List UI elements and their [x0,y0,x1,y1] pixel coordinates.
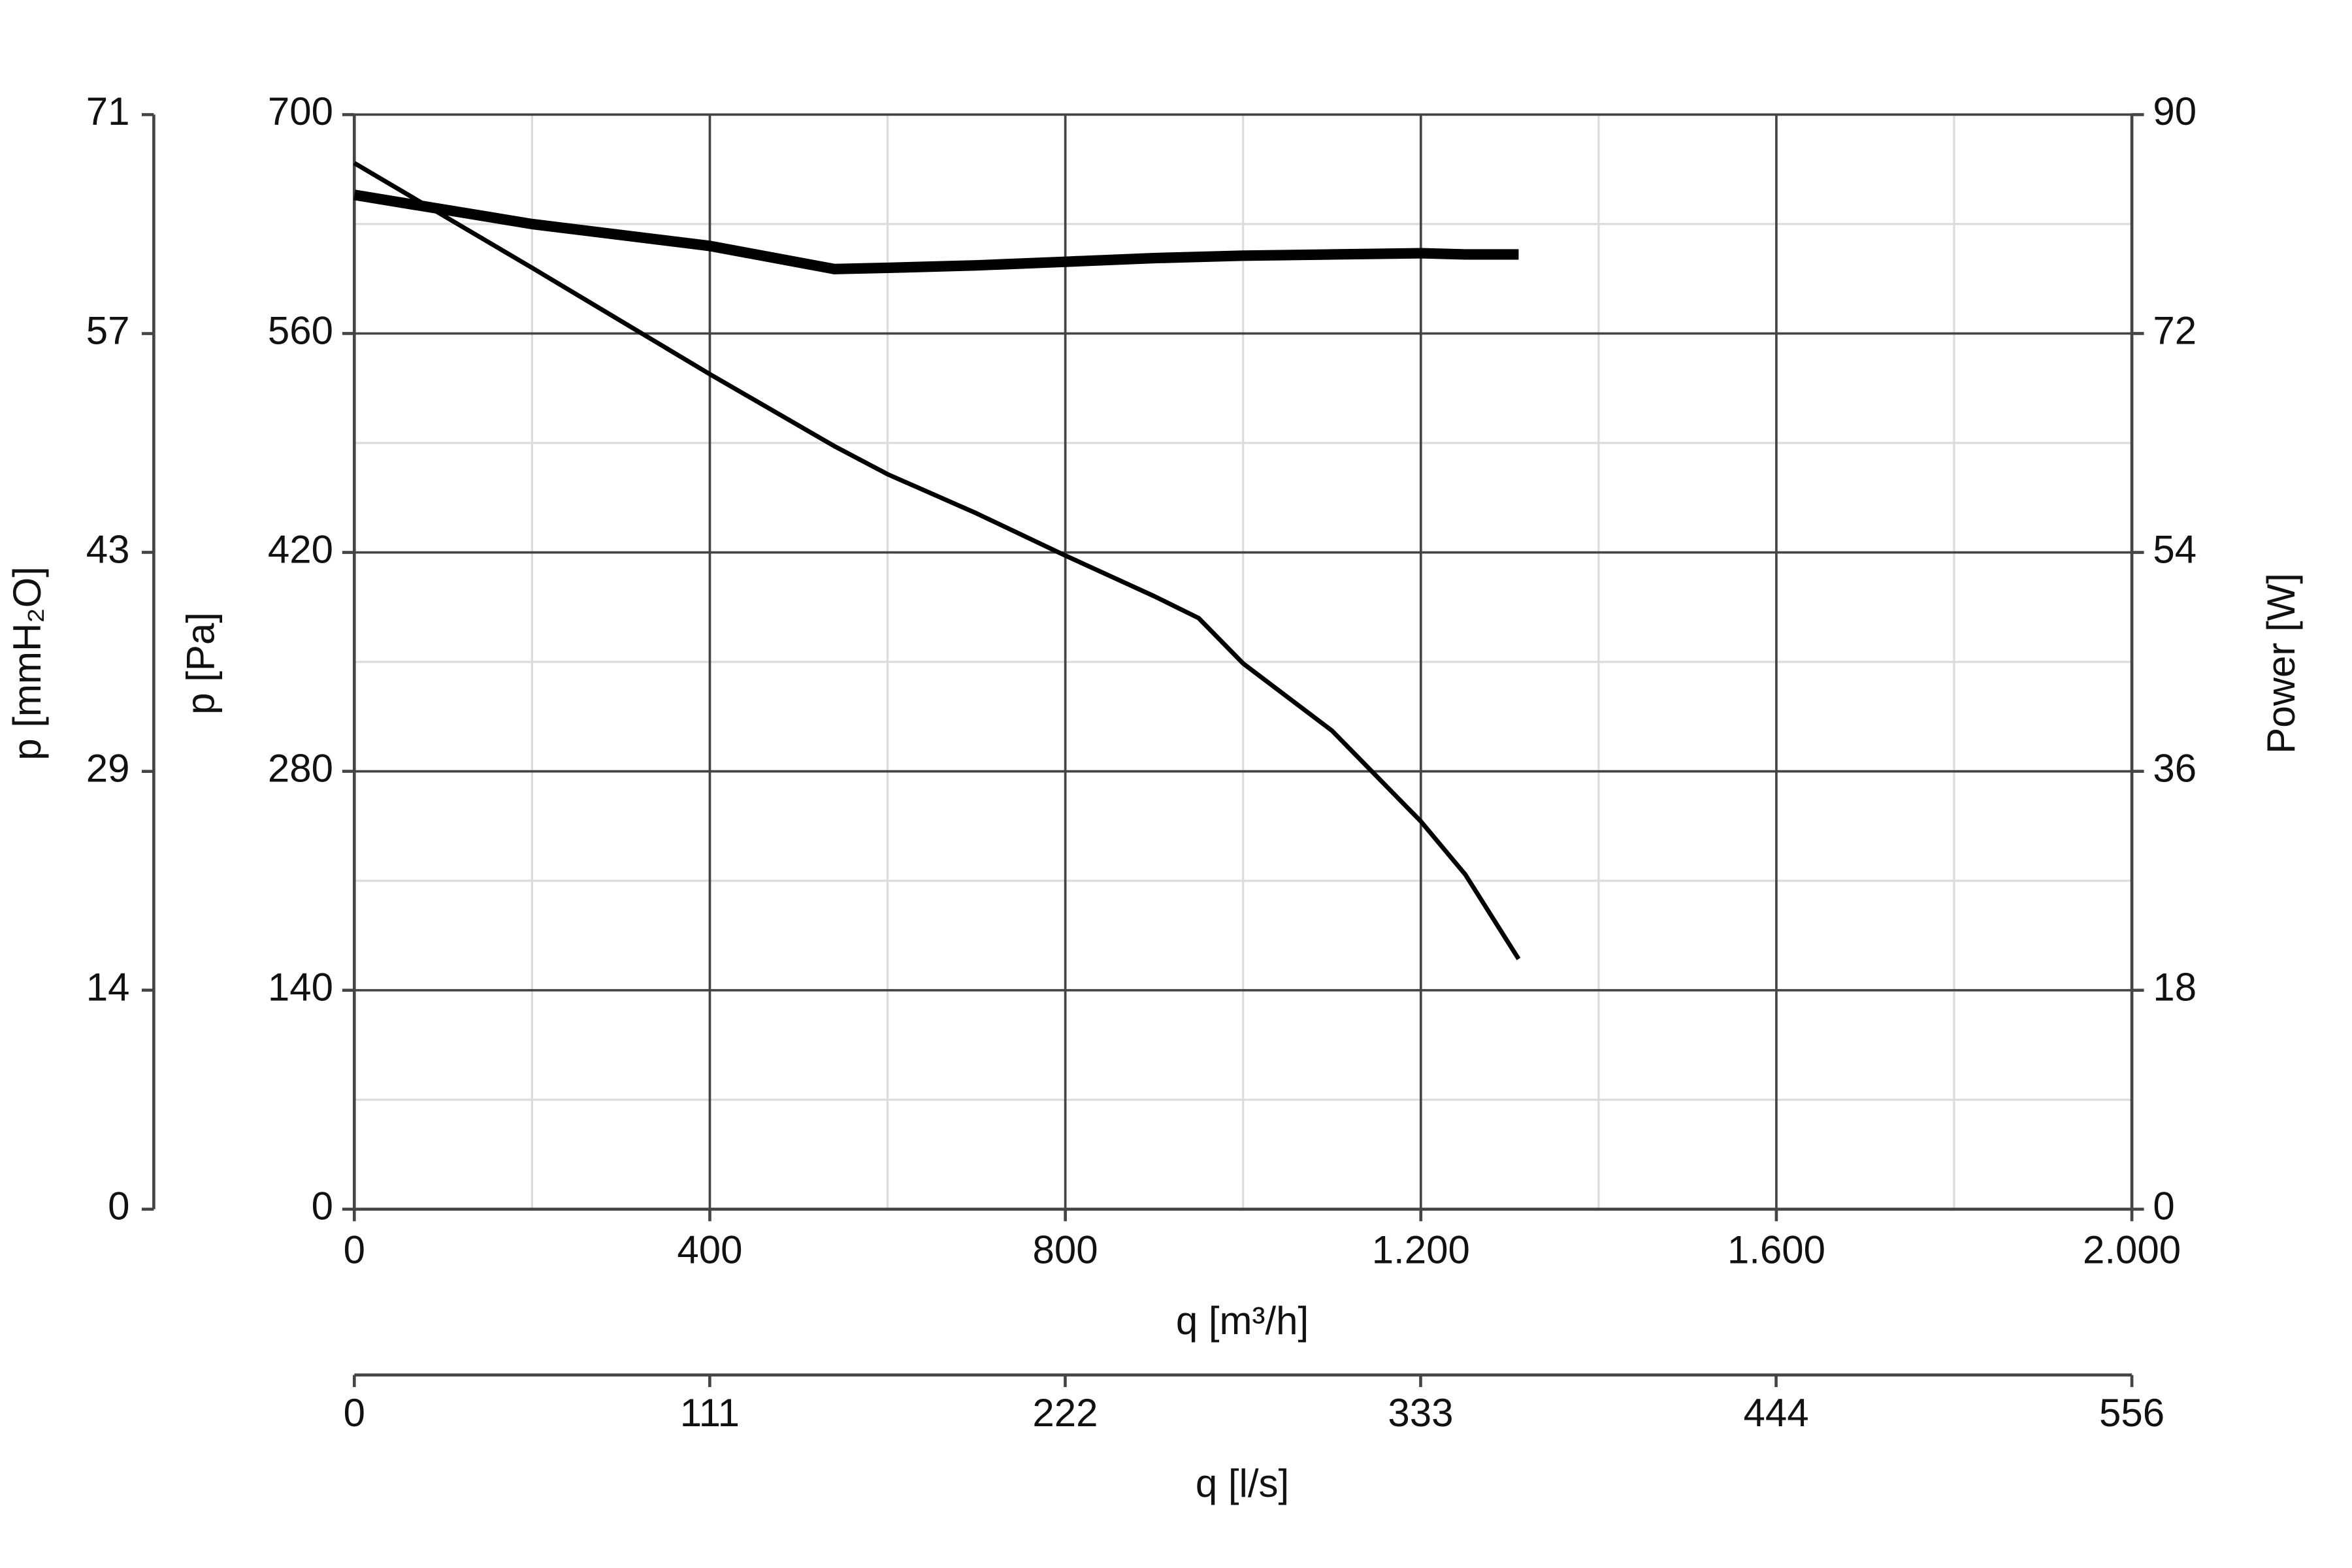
y3-tick-label: 0 [108,1184,129,1228]
y2-tick-label: 54 [2153,527,2197,571]
y2-tick-label: 0 [2153,1184,2174,1228]
y-tick-label: 0 [312,1184,333,1228]
x2-axis-label: q [l/s] [1196,1462,1289,1505]
x2-tick-label: 333 [1388,1391,1453,1435]
x2-tick-label: 0 [344,1391,365,1435]
x2-tick-label: 111 [680,1391,740,1435]
x-tick-label: 1.600 [1727,1228,1825,1272]
y3-tick-label: 57 [86,308,130,352]
curve [353,189,1519,274]
x-tick-label: 400 [677,1228,742,1272]
y-tick-label: 280 [268,746,333,790]
y2-tick-label: 72 [2153,308,2197,352]
x-tick-label: 0 [344,1228,365,1272]
x2-tick-label: 444 [1743,1391,1808,1435]
x-tick-label: 2.000 [2083,1228,2181,1272]
x-tick-label: 1.200 [1372,1228,1470,1272]
y3-tick-label: 14 [86,965,130,1009]
x2-tick-label: 222 [1032,1391,1098,1435]
y2-tick-label: 36 [2153,746,2197,790]
y3-axis-label: p [mmH₂O] [5,566,49,760]
y-tick-label: 420 [268,527,333,571]
y2-tick-label: 90 [2153,90,2197,133]
y-axis-label: p [Pa] [178,612,222,715]
y3-tick-label: 43 [86,527,130,571]
y2-tick-label: 18 [2153,966,2197,1009]
y3-tick-label: 71 [86,90,130,133]
y-tick-label: 700 [268,90,333,133]
y2-axis-label: Power [W] [2259,573,2303,754]
y-tick-label: 140 [268,966,333,1009]
x-axis-label: q [m³/h] [1176,1299,1309,1343]
y3-tick-label: 29 [86,747,130,791]
x2-tick-label: 556 [2099,1391,2164,1435]
y-tick-label: 560 [268,308,333,352]
curve [353,161,1521,960]
x-tick-label: 800 [1033,1228,1098,1272]
